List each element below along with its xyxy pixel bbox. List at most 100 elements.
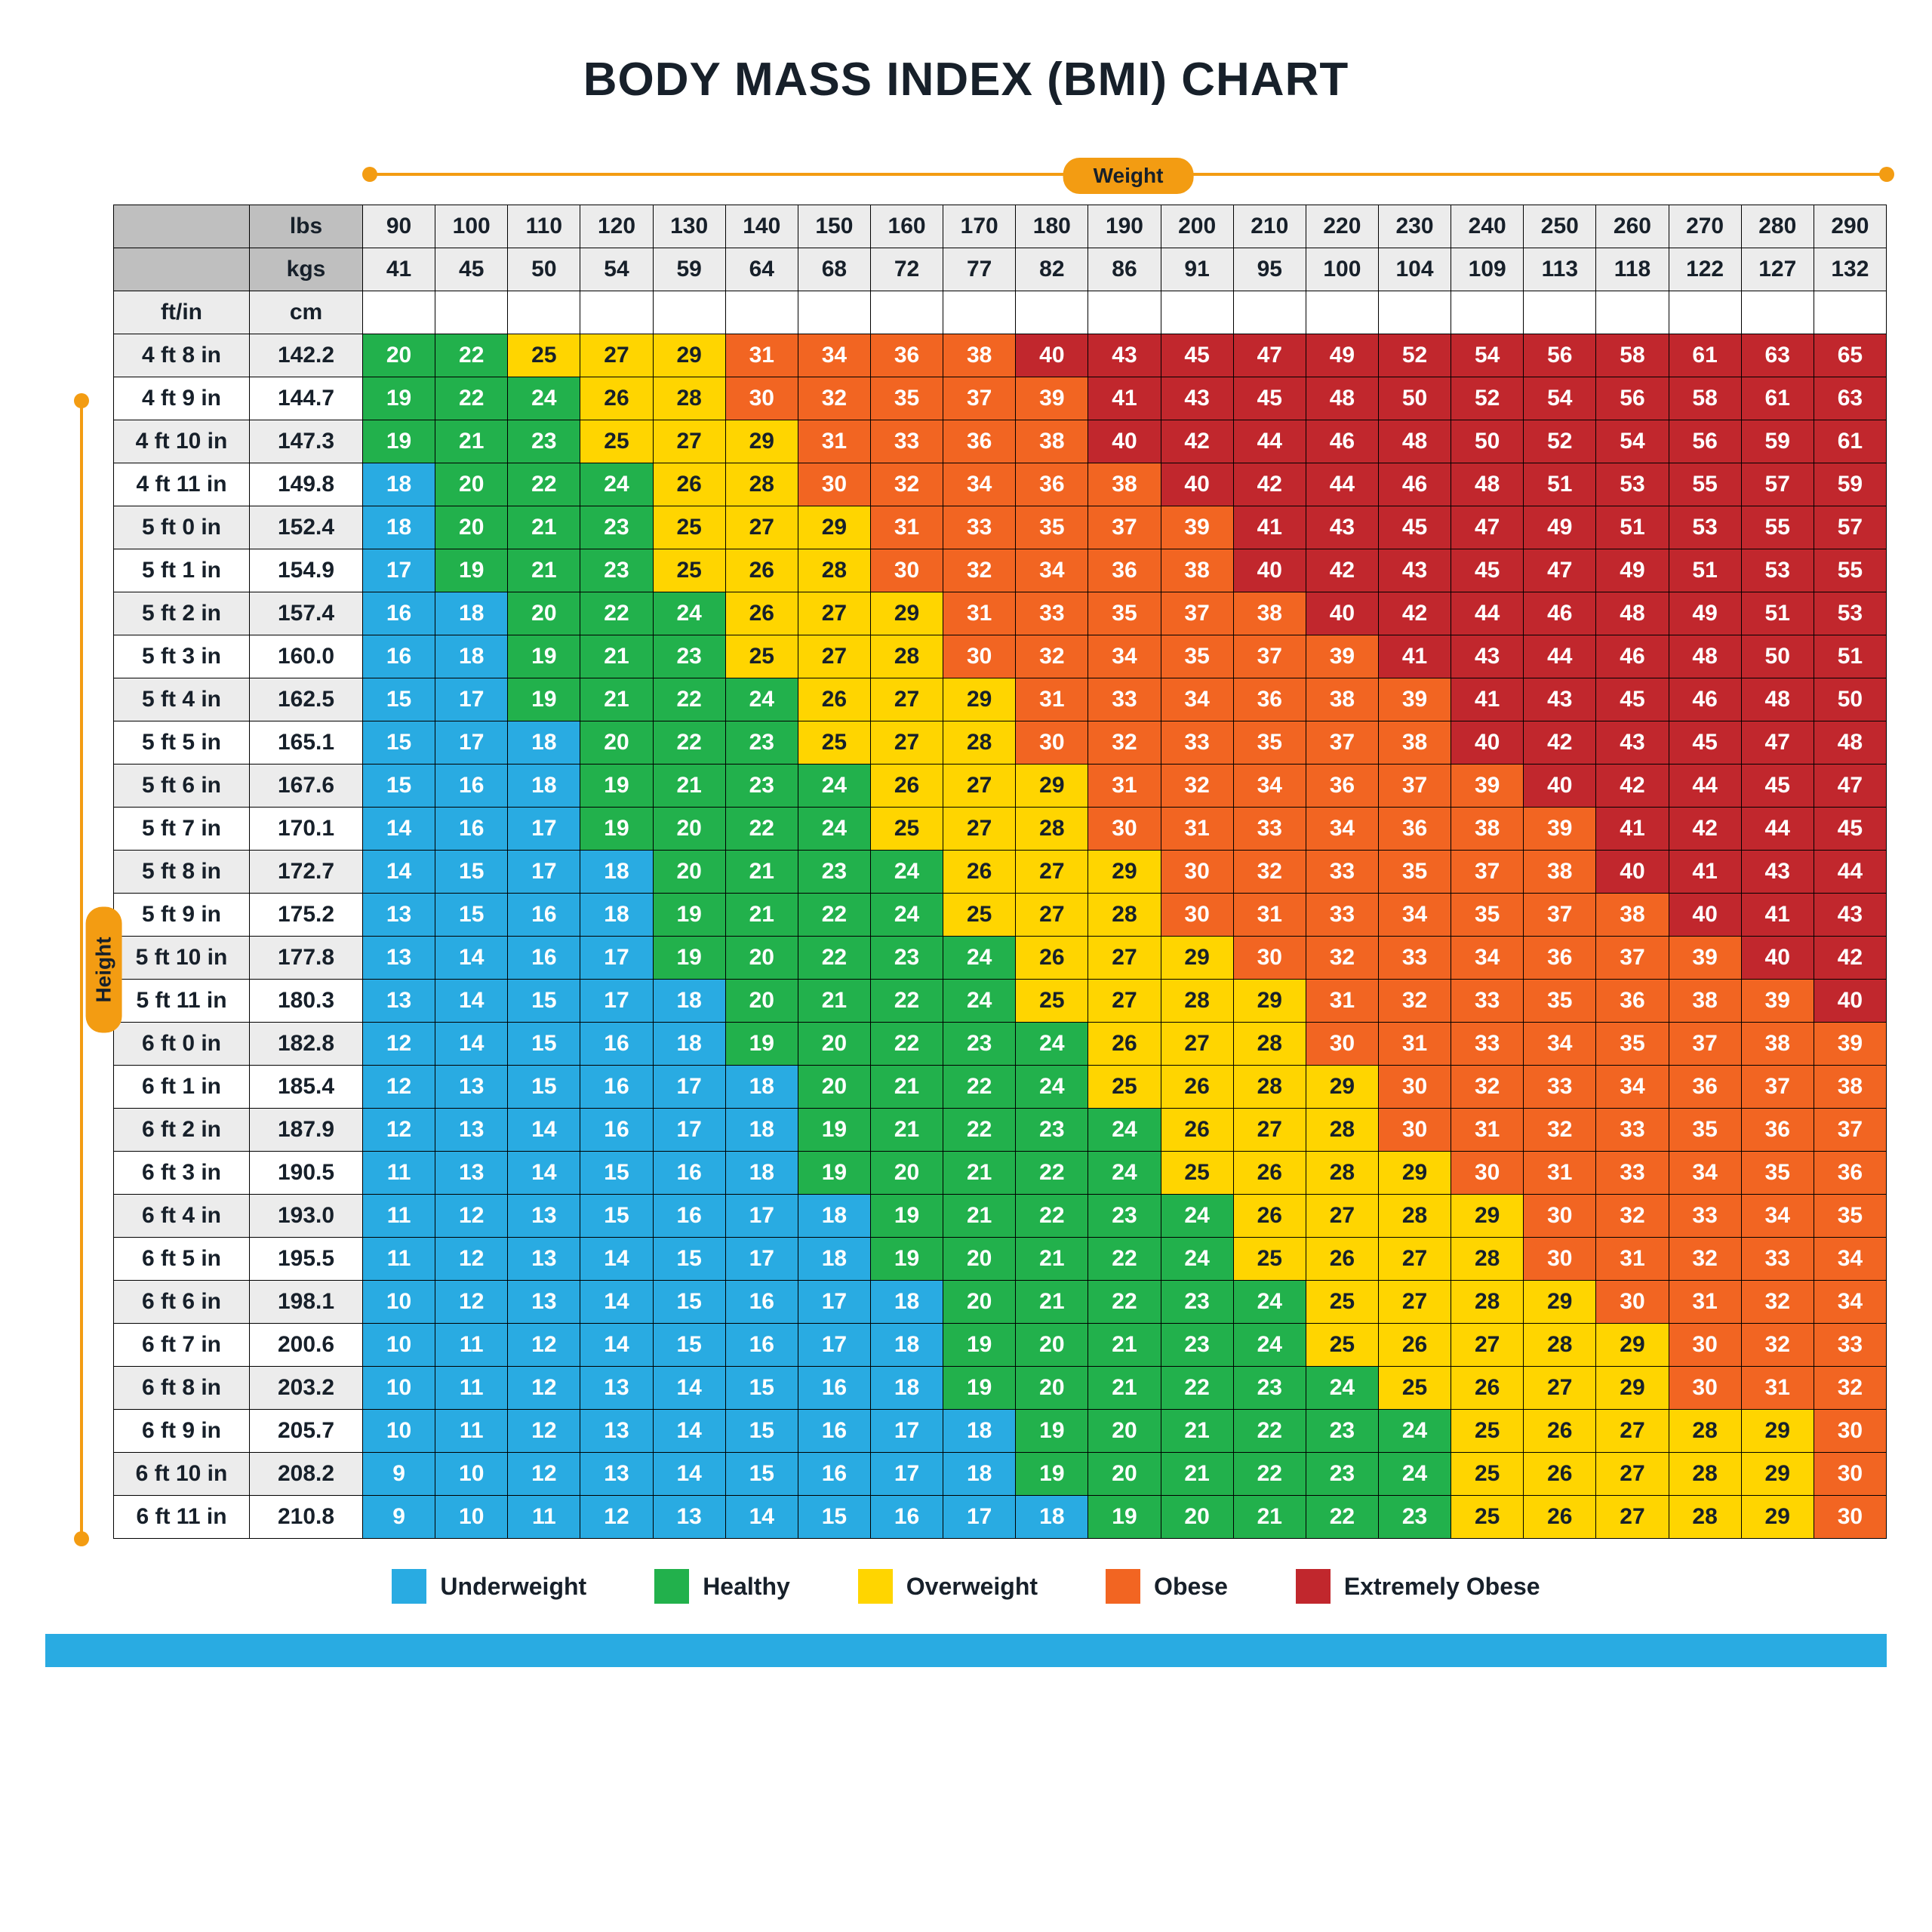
bmi-cell: 22 (798, 937, 870, 980)
header-cell: cm (250, 291, 363, 334)
bmi-cell: 18 (363, 463, 435, 506)
bmi-cell: 35 (1088, 592, 1161, 635)
table-row: 4 ft 11 in149.81820222426283032343638404… (114, 463, 1887, 506)
bmi-cell: 19 (798, 1152, 870, 1195)
bmi-cell: 22 (435, 334, 508, 377)
bmi-cell: 15 (508, 1023, 580, 1066)
bmi-cell: 25 (798, 721, 870, 764)
bmi-cell: 22 (943, 1066, 1016, 1109)
bmi-cell: 18 (943, 1453, 1016, 1496)
bmi-cell: 24 (725, 678, 798, 721)
bmi-cell: 25 (580, 420, 653, 463)
bmi-cell: 28 (1088, 894, 1161, 937)
bmi-cell: 17 (580, 980, 653, 1023)
height-cm: 198.1 (250, 1281, 363, 1324)
bmi-cell: 24 (943, 980, 1016, 1023)
height-ftin: 4 ft 11 in (114, 463, 250, 506)
height-ftin: 5 ft 7 in (114, 808, 250, 851)
bmi-cell: 24 (653, 592, 725, 635)
bmi-cell: 48 (1669, 635, 1741, 678)
bmi-cell: 15 (725, 1367, 798, 1410)
bmi-cell: 50 (1741, 635, 1814, 678)
bmi-cell: 12 (580, 1496, 653, 1539)
legend-label: Extremely Obese (1344, 1573, 1540, 1601)
bmi-cell: 44 (1451, 592, 1524, 635)
bmi-cell: 17 (653, 1066, 725, 1109)
bmi-cell: 42 (1669, 808, 1741, 851)
bmi-cell: 39 (1524, 808, 1596, 851)
bmi-cell: 44 (1741, 808, 1814, 851)
height-cm: 210.8 (250, 1496, 363, 1539)
bmi-cell: 21 (1088, 1324, 1161, 1367)
bmi-cell: 37 (1378, 764, 1451, 808)
bmi-cell: 21 (508, 549, 580, 592)
bmi-cell: 51 (1596, 506, 1669, 549)
bmi-cell: 59 (1741, 420, 1814, 463)
header-cell (653, 291, 725, 334)
bmi-cell: 23 (725, 764, 798, 808)
bmi-cell: 28 (943, 721, 1016, 764)
bmi-cell: 26 (1233, 1152, 1306, 1195)
height-ftin: 6 ft 5 in (114, 1238, 250, 1281)
legend-swatch (1106, 1569, 1140, 1604)
bmi-cell: 33 (1233, 808, 1306, 851)
bmi-cell: 23 (1306, 1410, 1378, 1453)
bmi-cell: 43 (1161, 377, 1233, 420)
bmi-cell: 45 (1233, 377, 1306, 420)
table-row: 4 ft 10 in147.31921232527293133363840424… (114, 420, 1887, 463)
height-ftin: 6 ft 1 in (114, 1066, 250, 1109)
bmi-cell: 43 (1451, 635, 1524, 678)
bmi-cell: 36 (943, 420, 1016, 463)
bmi-cell: 15 (653, 1324, 725, 1367)
bmi-cell: 28 (1524, 1324, 1596, 1367)
height-cm: 172.7 (250, 851, 363, 894)
bmi-cell: 24 (1378, 1410, 1451, 1453)
bmi-cell: 19 (870, 1238, 943, 1281)
bmi-cell: 32 (1596, 1195, 1669, 1238)
bmi-cell: 10 (363, 1410, 435, 1453)
bmi-cell: 33 (1814, 1324, 1886, 1367)
bmi-cell: 21 (943, 1195, 1016, 1238)
bmi-cell: 15 (725, 1410, 798, 1453)
table-row: 5 ft 3 in160.016181921232527283032343537… (114, 635, 1887, 678)
bmi-cell: 45 (1596, 678, 1669, 721)
bmi-cell: 27 (725, 506, 798, 549)
legend-item: Healthy (654, 1569, 790, 1604)
bmi-cell: 13 (580, 1453, 653, 1496)
legend-label: Underweight (440, 1573, 586, 1601)
bmi-cell: 34 (1814, 1238, 1886, 1281)
bmi-cell: 12 (435, 1238, 508, 1281)
table-row: 6 ft 10 in208.29101213141516171819202122… (114, 1453, 1887, 1496)
bmi-cell: 36 (1669, 1066, 1741, 1109)
bmi-cell: 36 (1378, 808, 1451, 851)
bmi-cell: 53 (1814, 592, 1886, 635)
bmi-cell: 43 (1378, 549, 1451, 592)
bmi-cell: 15 (653, 1238, 725, 1281)
bmi-cell: 30 (1306, 1023, 1378, 1066)
header-cell (1741, 291, 1814, 334)
bmi-cell: 14 (580, 1281, 653, 1324)
bmi-cell: 18 (725, 1152, 798, 1195)
bmi-cell: 15 (363, 678, 435, 721)
header-cell (725, 291, 798, 334)
bmi-cell: 21 (1161, 1410, 1233, 1453)
bmi-cell: 28 (653, 377, 725, 420)
height-axis-dot-bottom (74, 1531, 89, 1546)
bmi-cell: 37 (1088, 506, 1161, 549)
bmi-cell: 24 (1161, 1238, 1233, 1281)
bmi-cell: 13 (580, 1410, 653, 1453)
bmi-cell: 14 (580, 1238, 653, 1281)
bmi-cell: 45 (1669, 721, 1741, 764)
bmi-cell: 39 (1741, 980, 1814, 1023)
header-cell: 240 (1451, 205, 1524, 248)
bmi-cell: 36 (1088, 549, 1161, 592)
bmi-cell: 32 (1378, 980, 1451, 1023)
bmi-cell: 29 (1088, 851, 1161, 894)
bmi-cell: 25 (1306, 1324, 1378, 1367)
bmi-cell: 19 (870, 1195, 943, 1238)
bmi-cell: 11 (363, 1195, 435, 1238)
bmi-cell: 15 (580, 1152, 653, 1195)
bmi-cell: 32 (1669, 1238, 1741, 1281)
header-cell (943, 291, 1016, 334)
bmi-cell: 30 (1596, 1281, 1669, 1324)
